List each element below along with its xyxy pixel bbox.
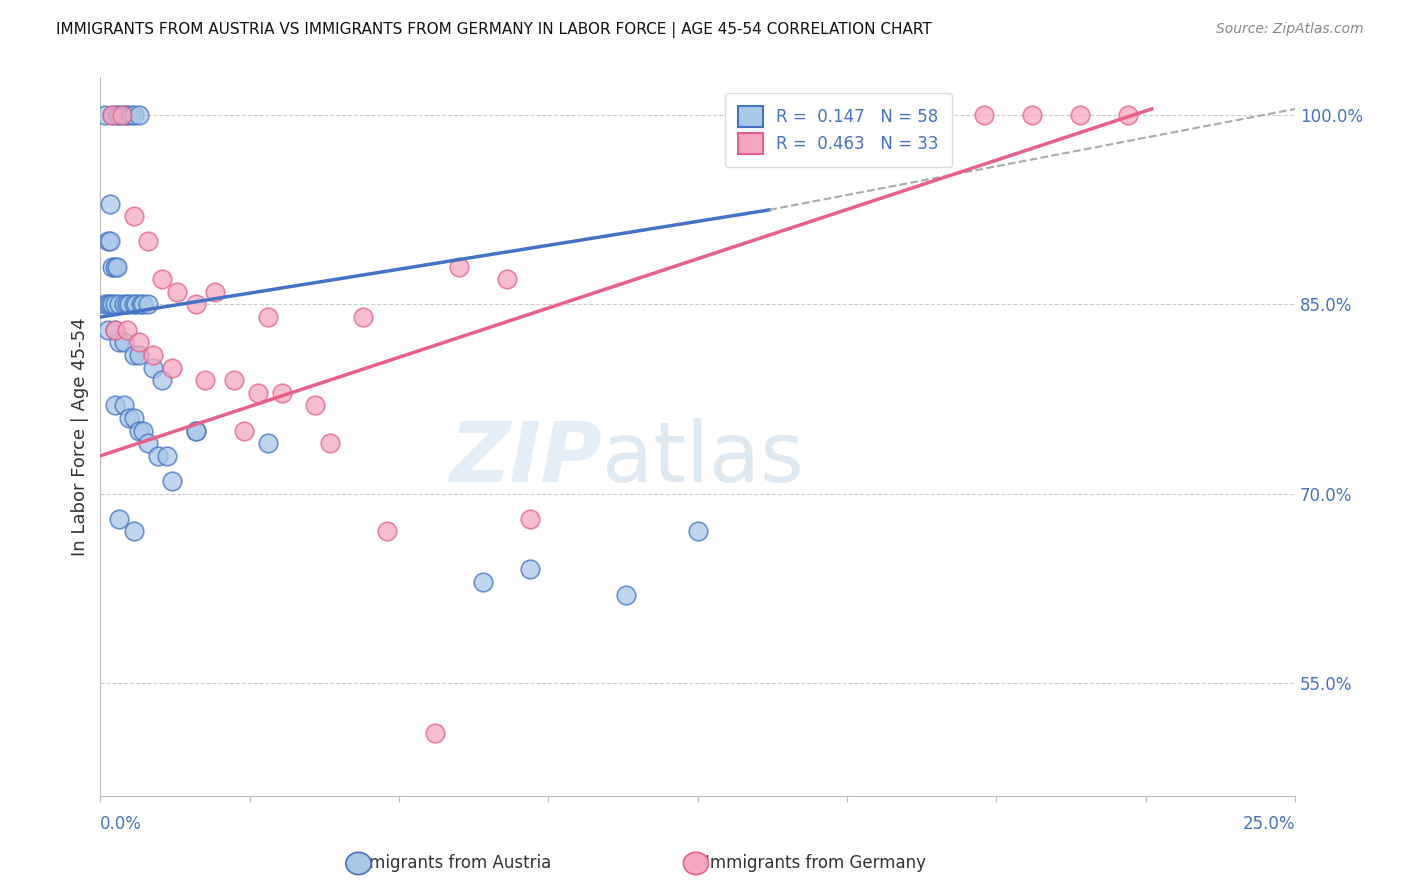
Point: [108, 335, 131, 350]
Point: [112, 335, 135, 350]
Point: [247, 385, 270, 400]
Point: [96, 235, 118, 249]
Point: [184, 297, 207, 311]
Point: [304, 398, 326, 412]
Point: [94, 108, 117, 122]
Point: [352, 310, 374, 324]
Point: [495, 272, 517, 286]
Point: [115, 323, 138, 337]
Point: [108, 108, 131, 122]
Point: [104, 260, 127, 274]
Point: [122, 209, 145, 223]
Point: [120, 108, 142, 122]
Point: [146, 449, 169, 463]
Point: [104, 297, 127, 311]
Point: [101, 108, 124, 122]
Point: [256, 310, 278, 324]
Point: [112, 108, 135, 122]
Point: [160, 474, 183, 488]
Point: [105, 260, 128, 274]
Point: [132, 297, 155, 311]
Legend: R =  0.147   N = 58, R =  0.463   N = 33: R = 0.147 N = 58, R = 0.463 N = 33: [724, 93, 952, 167]
Point: [96, 323, 118, 337]
Point: [96, 297, 118, 311]
Point: [160, 360, 183, 375]
Point: [686, 524, 709, 539]
Point: [94, 297, 117, 311]
Point: [256, 436, 278, 450]
Point: [128, 335, 150, 350]
Point: [108, 512, 131, 526]
Point: [319, 436, 342, 450]
Point: [447, 260, 470, 274]
Point: [122, 411, 145, 425]
Text: atlas: atlas: [602, 418, 804, 499]
Point: [142, 348, 165, 362]
Point: [194, 373, 217, 387]
Point: [132, 424, 155, 438]
Y-axis label: In Labor Force | Age 45-54: In Labor Force | Age 45-54: [72, 318, 89, 557]
Point: [375, 524, 398, 539]
Point: [166, 285, 188, 299]
Point: [105, 108, 128, 122]
Text: 0.0%: 0.0%: [100, 815, 142, 833]
Point: [122, 297, 145, 311]
Point: [152, 272, 174, 286]
Point: [128, 108, 150, 122]
Point: [204, 285, 226, 299]
Point: [101, 108, 124, 122]
Point: [973, 108, 995, 122]
Point: [111, 108, 134, 122]
Point: [519, 562, 541, 576]
Point: [104, 398, 127, 412]
Point: [129, 297, 152, 311]
Point: [112, 297, 135, 311]
Point: [271, 385, 294, 400]
Point: [98, 196, 121, 211]
Point: [98, 297, 121, 311]
Point: [1116, 108, 1139, 122]
Point: [423, 726, 446, 740]
Point: [108, 297, 131, 311]
Text: IMMIGRANTS FROM AUSTRIA VS IMMIGRANTS FROM GERMANY IN LABOR FORCE | AGE 45-54 CO: IMMIGRANTS FROM AUSTRIA VS IMMIGRANTS FR…: [56, 22, 932, 38]
Point: [614, 588, 637, 602]
Point: [136, 436, 159, 450]
Point: [104, 323, 127, 337]
Point: [136, 297, 159, 311]
Point: [122, 524, 145, 539]
Point: [471, 574, 494, 589]
Point: [136, 235, 159, 249]
Point: [122, 108, 145, 122]
Point: [142, 360, 165, 375]
Point: [1069, 108, 1091, 122]
Point: [184, 424, 207, 438]
Text: ZIP: ZIP: [450, 418, 602, 499]
Point: [104, 323, 127, 337]
Point: [1021, 108, 1043, 122]
Point: [519, 512, 541, 526]
Point: [101, 260, 124, 274]
Point: [98, 235, 121, 249]
Point: [118, 411, 141, 425]
Point: [184, 424, 207, 438]
Point: [152, 373, 174, 387]
Point: [112, 398, 135, 412]
Point: [115, 297, 138, 311]
Text: Source: ZipAtlas.com: Source: ZipAtlas.com: [1216, 22, 1364, 37]
Point: [101, 297, 124, 311]
Point: [128, 424, 150, 438]
Text: Immigrants from Germany: Immigrants from Germany: [704, 855, 927, 872]
Text: Immigrants from Austria: Immigrants from Austria: [349, 855, 551, 872]
Point: [232, 424, 254, 438]
Point: [115, 108, 138, 122]
Point: [901, 108, 924, 122]
Point: [125, 297, 148, 311]
Point: [156, 449, 179, 463]
Point: [118, 297, 141, 311]
Point: [128, 348, 150, 362]
Point: [224, 373, 246, 387]
Point: [122, 348, 145, 362]
Text: 25.0%: 25.0%: [1243, 815, 1295, 833]
